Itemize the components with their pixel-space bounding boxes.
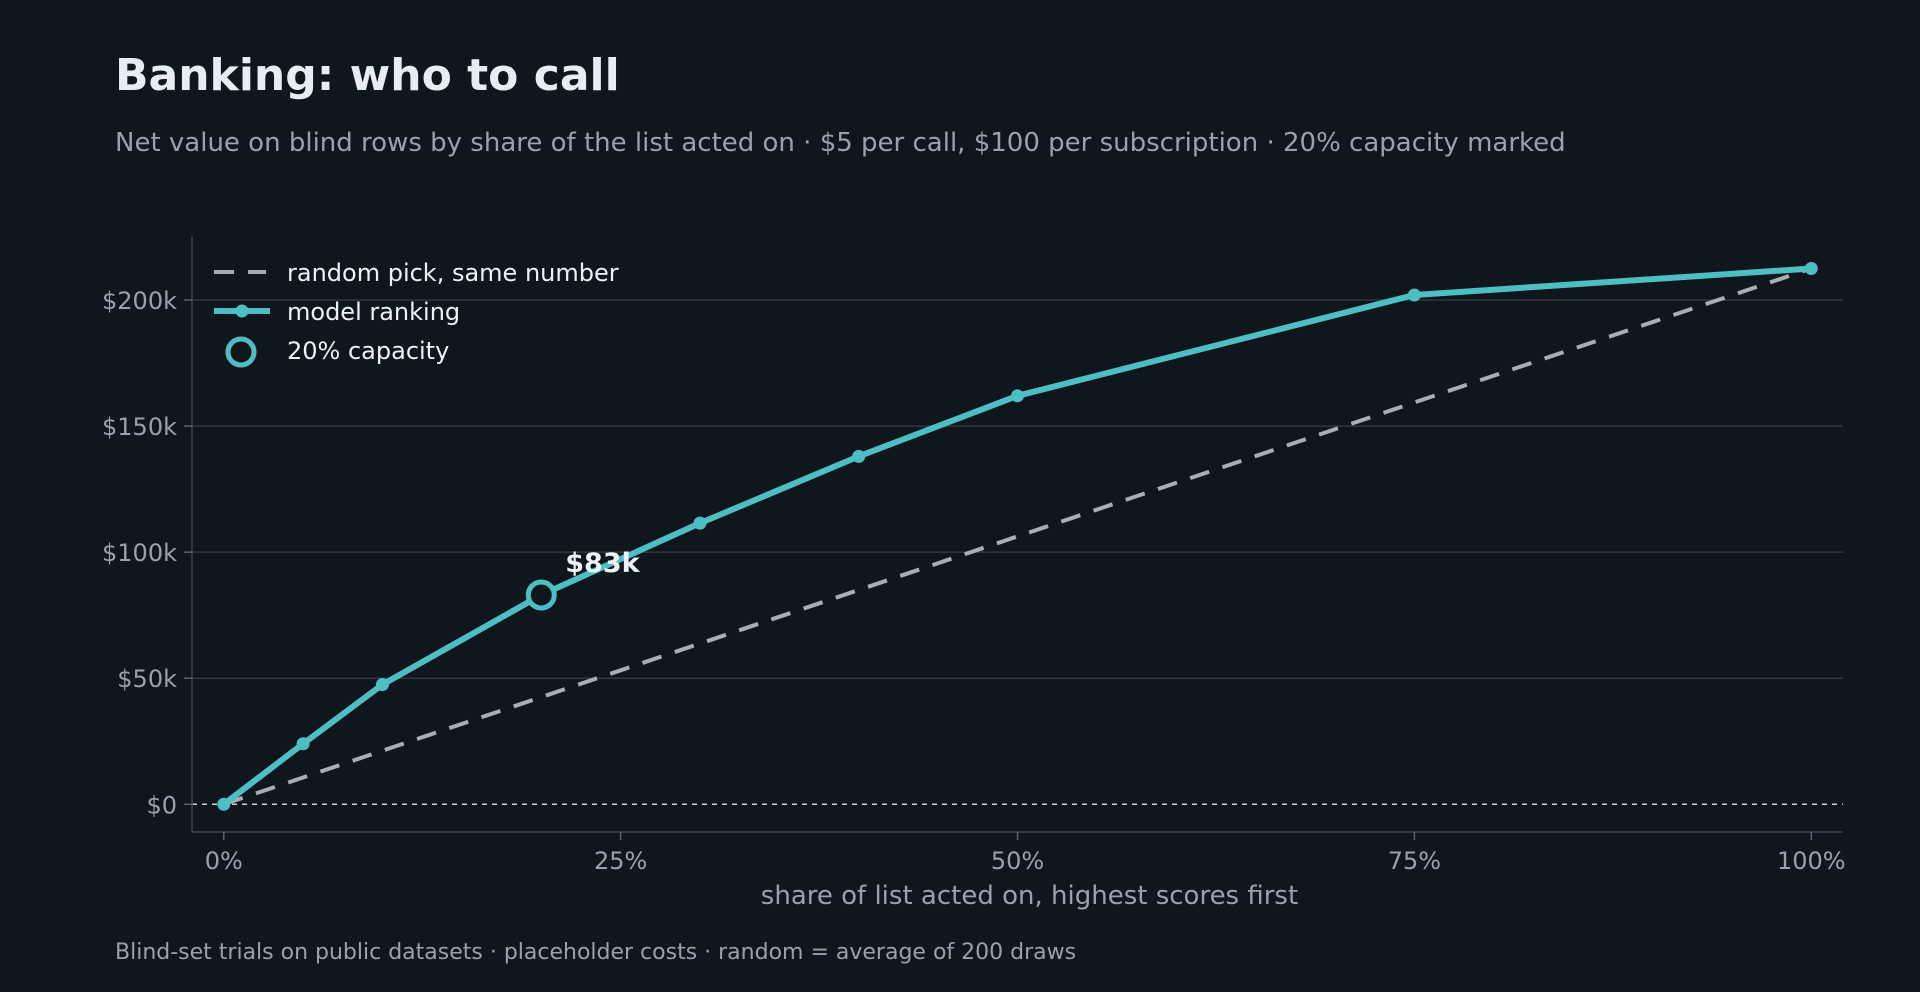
y-tick-label: $100k [102,539,177,567]
x-tick-label: 50% [991,847,1044,875]
legend: random pick, same number model ranking 2… [214,259,619,368]
y-tick-label: $0 [146,791,177,819]
model-point [693,516,707,530]
x-axis-label: share of list acted on, highest scores f… [761,881,1298,911]
x-tick-label: 100% [1777,847,1846,875]
legend-capacity-label: 20% capacity [287,337,449,365]
model-point [852,449,866,463]
capacity-marker [525,579,557,611]
chart-subtitle: Net value on blind rows by share of the … [115,128,1566,158]
random-series-line [223,266,1812,807]
x-tick-label: 75% [1388,847,1441,875]
x-tick-label: 0% [205,847,243,875]
legend-random-label: random pick, same number [287,259,619,287]
chart-footer: Blind-set trials on public datasets · pl… [115,940,1077,965]
model-point [1407,288,1421,302]
model-point [1011,389,1024,403]
y-tick-label: $200k [102,287,177,315]
series-layer [217,262,1818,811]
y-tick-label: $150k [102,413,177,441]
legend-capacity-ring [225,336,257,368]
tick-layer: $0 $50k $100k $150k $200k 0% 25% 50% 75% 100% [102,287,1846,875]
capacity-value-label: $83k [565,548,640,579]
y-tick-label: $50k [117,665,177,693]
model-point [376,678,389,692]
x-tick-label: 25% [594,847,647,875]
legend-model-label: model ranking [287,298,460,326]
chart-title: Banking: who to call [115,50,620,101]
grid-layer [192,299,1843,806]
model-point [1804,262,1818,276]
legend-model-dot [235,304,249,318]
model-point [296,737,310,751]
model-point [217,797,231,811]
axis-layer [191,237,1843,833]
